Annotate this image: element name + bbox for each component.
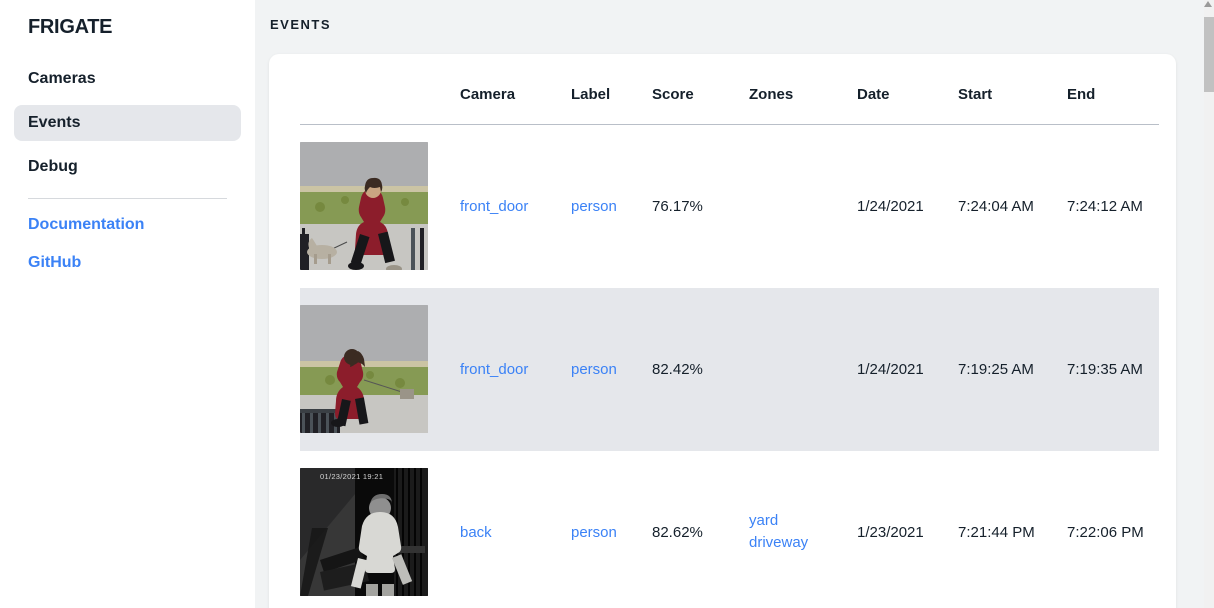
svg-text:01/23/2021 19:21: 01/23/2021 19:21 <box>320 472 383 481</box>
